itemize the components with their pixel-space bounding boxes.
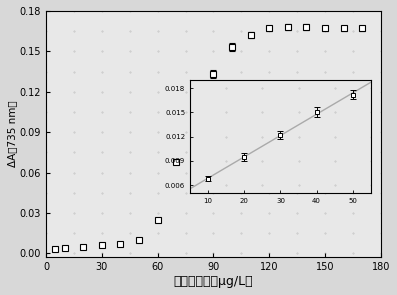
Y-axis label: ΔA（735 nm）: ΔA（735 nm）: [7, 101, 17, 168]
X-axis label: 嘡虫脊浓度（μg/L）: 嘡虫脊浓度（μg/L）: [173, 275, 253, 288]
